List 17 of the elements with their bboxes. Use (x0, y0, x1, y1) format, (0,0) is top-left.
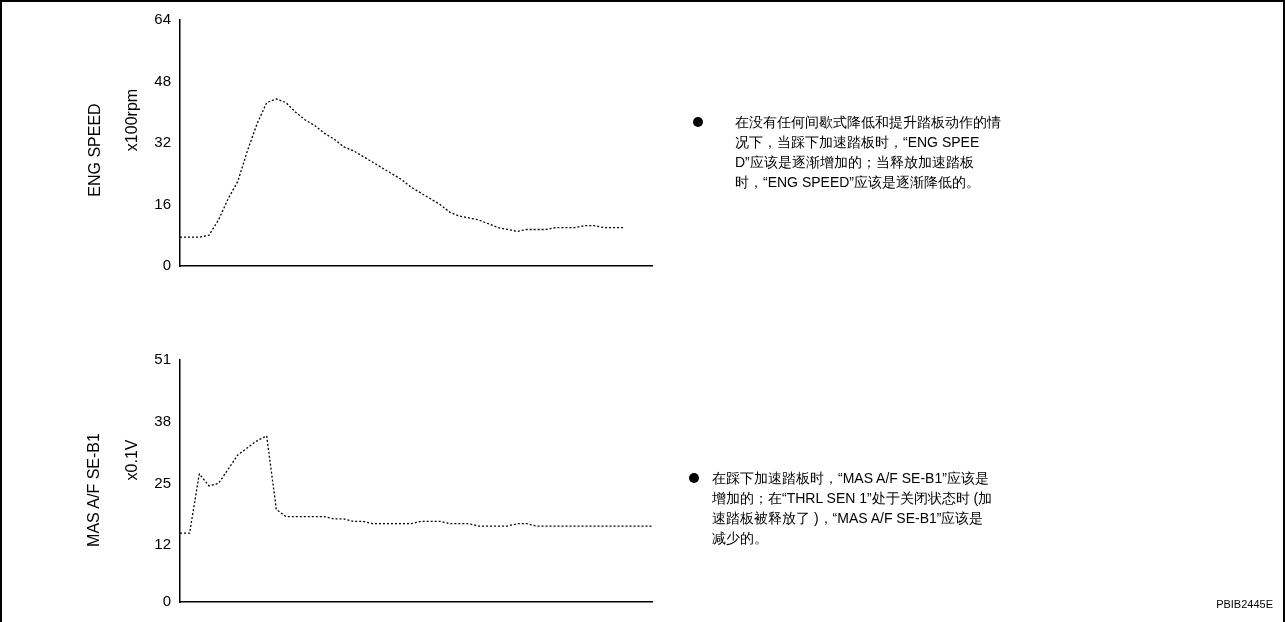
text: MAS A/F SE-B1 (84, 433, 103, 547)
y-tick-label: 32 (154, 133, 171, 151)
y-tick-label: 48 (154, 71, 171, 89)
y-tick-label: 38 (154, 411, 171, 429)
text: PBIB2445E (1216, 598, 1273, 610)
text: 在踩下加速踏板时，“MAS A/F SE-B1”应该是增加的；在“THRL SEN 1”处于关闭状态时 (加速踏板被释放了 )，“MAS A/F SE-B1”应该是减少的。 (712, 469, 994, 548)
y-tick-label: 25 (154, 473, 171, 491)
y-tick-label: 51 (154, 350, 171, 368)
text: ENG SPEED (85, 103, 104, 197)
y-tick-label: 0 (162, 592, 171, 610)
y-tick-label: 16 (154, 194, 171, 212)
text: 在没有任何间歇式降低和提升踏板动作的情况下，当踩下加速踏板时，“ENG SPEED”应该是逐渐增加的；当释放加速踏板时，“ENG SPEED”应该是逐渐降低的。 (735, 113, 1002, 192)
y-tick-label: 12 (154, 535, 171, 553)
y-tick-label: 0 (162, 256, 171, 274)
y-axis-title: x0.1V (122, 439, 141, 481)
y-tick-label: 64 (154, 10, 171, 28)
y-axis-title: x100rpm (123, 88, 142, 152)
